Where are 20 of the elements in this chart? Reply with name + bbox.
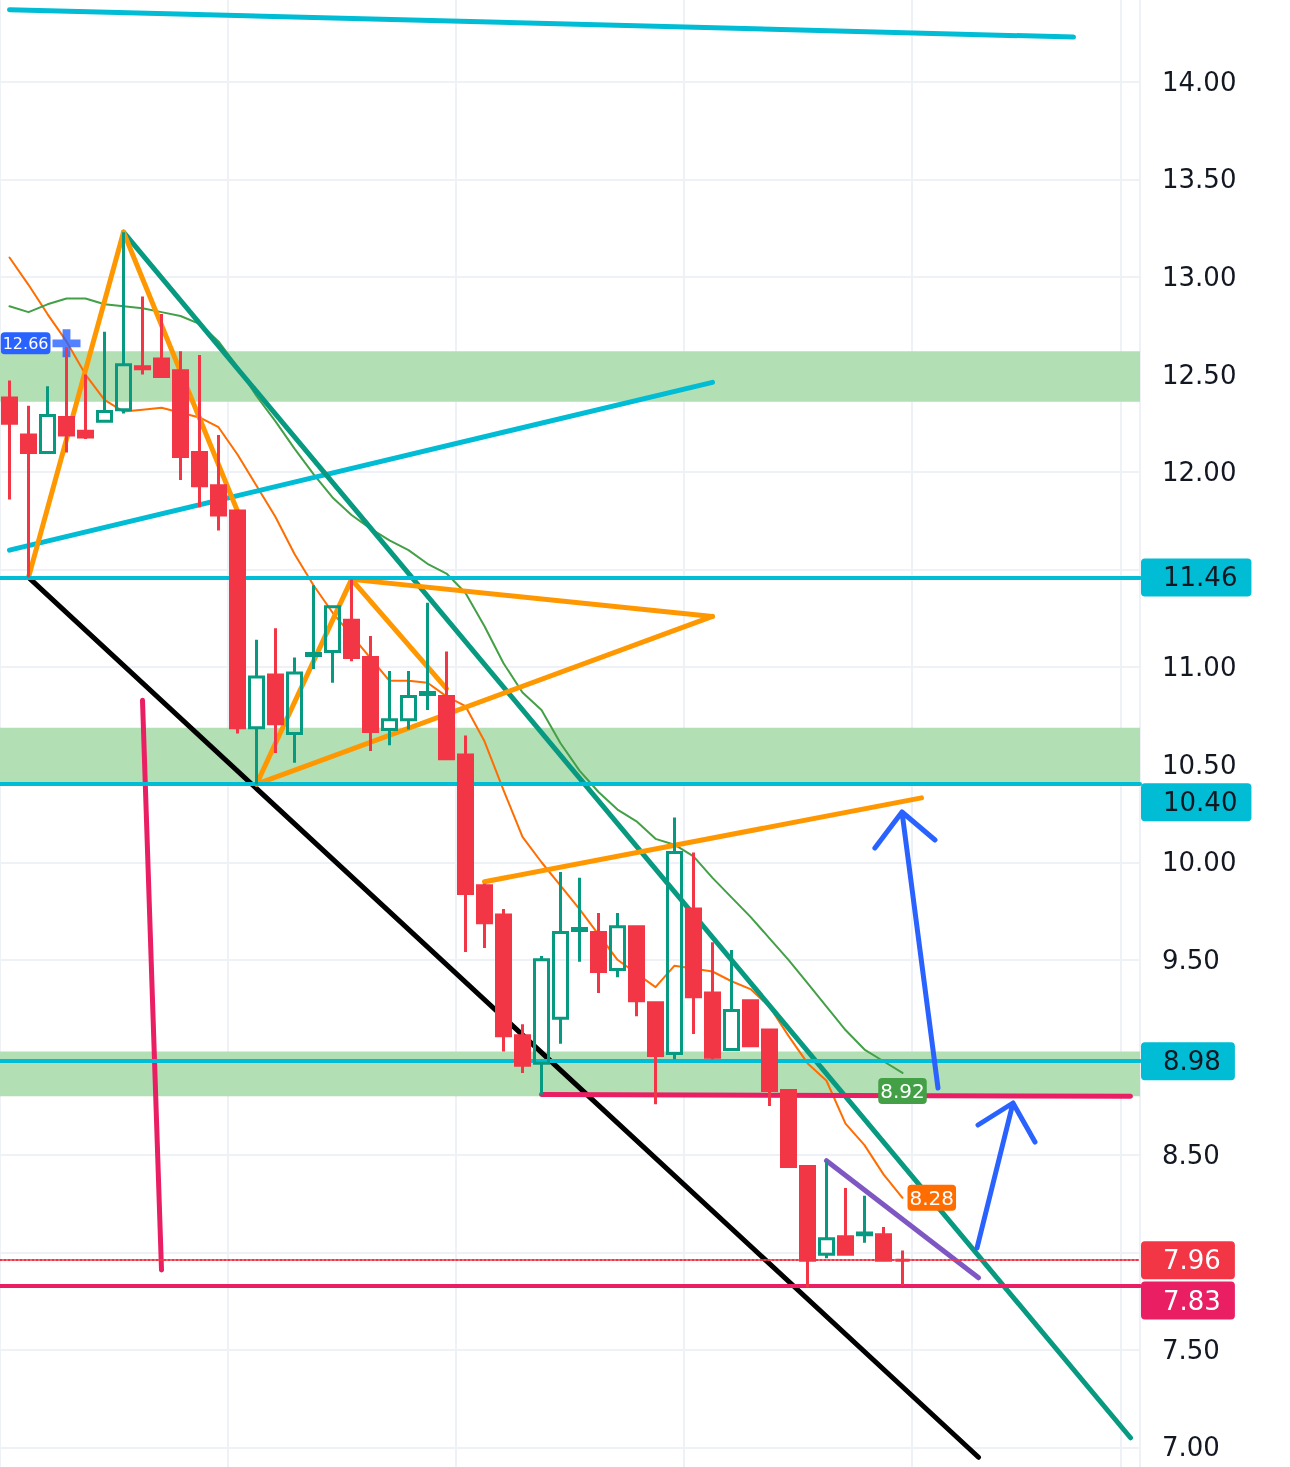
y-tick-label: 11.00 — [1162, 652, 1237, 683]
ref-line-label: 11.46 — [1163, 562, 1238, 593]
y-tick-label: 10.00 — [1162, 847, 1237, 878]
y-tick-label: 12.50 — [1162, 359, 1237, 390]
y-tick-label: 13.00 — [1162, 262, 1237, 293]
data-label: 12.66 — [2, 333, 49, 353]
ref-line-label: 10.40 — [1163, 787, 1238, 818]
y-tick-label: 8.50 — [1162, 1139, 1220, 1170]
data-label: 8.92 — [880, 1078, 925, 1103]
y-tick-label: 10.50 — [1162, 749, 1237, 780]
y-tick-label: 9.50 — [1162, 944, 1220, 975]
y-tick-label: 13.50 — [1162, 164, 1237, 195]
data-label: 8.28 — [909, 1185, 955, 1210]
ref-line-label: 8.98 — [1163, 1046, 1221, 1077]
y-tick-label: 7.00 — [1162, 1432, 1220, 1463]
ref-line-label: 7.83 — [1163, 1285, 1221, 1316]
y-tick-label: 14.00 — [1162, 66, 1237, 97]
y-tick-label: 7.50 — [1162, 1334, 1220, 1365]
y-tick-label: 12.00 — [1162, 457, 1237, 488]
ref-line-label: 7.96 — [1163, 1245, 1221, 1276]
